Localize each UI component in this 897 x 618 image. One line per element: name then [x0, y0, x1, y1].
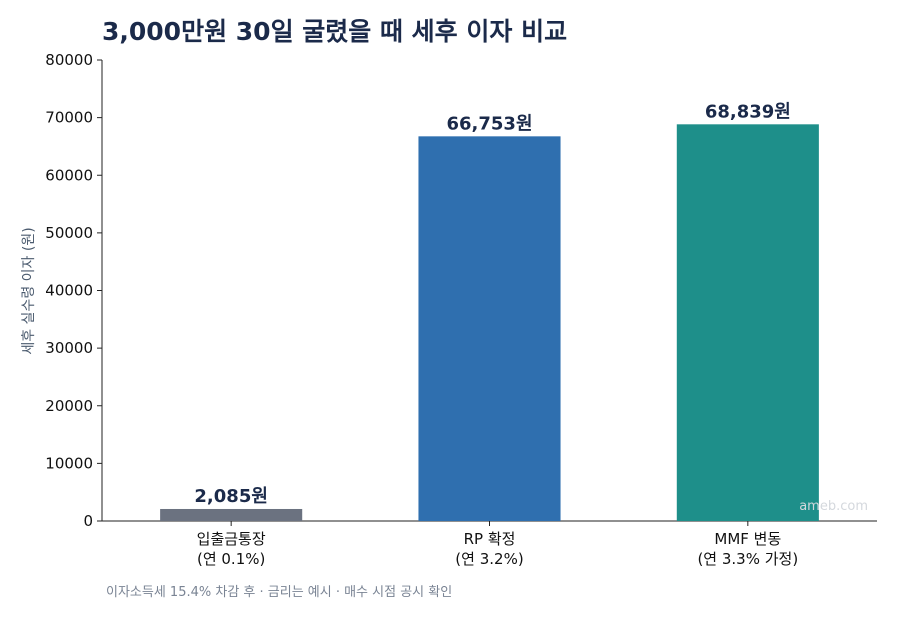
bar-3 [676, 124, 819, 522]
footnote: 이자소득세 15.4% 차감 후 · 금리는 예시 · 매수 시점 공시 확인 [106, 585, 452, 600]
y-axis-label: 세후 실수령 이자 (원) [21, 227, 37, 354]
category-label-1: 입출금통장 [197, 530, 266, 548]
y-tick-label: 70000 [45, 109, 93, 127]
y-axis: 0 10000 20000 30000 40000 50000 60000 70000 8000… [45, 51, 103, 530]
bar-1 [160, 508, 303, 521]
y-tick-label: 30000 [45, 339, 93, 357]
bars-group [160, 124, 819, 522]
data-labels-group: 2,085원 66,753원 68,839원 [194, 101, 790, 507]
y-tick-label: 60000 [45, 166, 93, 184]
y-tick-label: 20000 [45, 397, 93, 415]
category-sublabel-3: (연 3.3% 가정) [697, 550, 798, 568]
y-tick-label: 0 [83, 512, 93, 530]
watermark: ameb.com [799, 499, 868, 514]
y-tick-label: 40000 [45, 282, 93, 300]
chart-title: 3,000만원 30일 굴렸을 때 세후 이자 비교 [102, 17, 567, 46]
y-tick-label: 10000 [45, 454, 93, 472]
category-labels-group: 입출금통장 (연 0.1%) RP 확정 (연 3.2%) MMF 변동 (연 3.3% … [197, 530, 799, 568]
bar-2 [418, 136, 561, 522]
category-sublabel-2: (연 3.2%) [455, 550, 523, 568]
y-tick-label: 50000 [45, 224, 93, 242]
category-sublabel-1: (연 0.1%) [197, 550, 265, 568]
x-axis [102, 520, 877, 526]
y-tick-label: 80000 [45, 51, 93, 69]
data-label-2: 66,753원 [446, 113, 532, 134]
data-label-3: 68,839원 [705, 101, 791, 122]
category-label-2: RP 확정 [464, 530, 516, 548]
data-label-1: 2,085원 [194, 486, 268, 507]
category-label-3: MMF 변동 [714, 530, 781, 548]
